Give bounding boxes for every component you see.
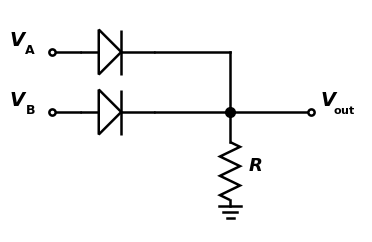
Text: $\bfit{V}$: $\bfit{V}$ <box>9 30 27 50</box>
Text: $\mathbf{A}$: $\mathbf{A}$ <box>24 44 36 56</box>
Text: $\bfit{V}$: $\bfit{V}$ <box>9 91 27 109</box>
Text: $\mathbf{B}$: $\mathbf{B}$ <box>25 104 35 116</box>
Text: $\mathbf{out}$: $\mathbf{out}$ <box>333 104 356 116</box>
Text: $\bfit{R}$: $\bfit{R}$ <box>248 157 262 175</box>
Text: $\bfit{V}$: $\bfit{V}$ <box>320 91 339 109</box>
